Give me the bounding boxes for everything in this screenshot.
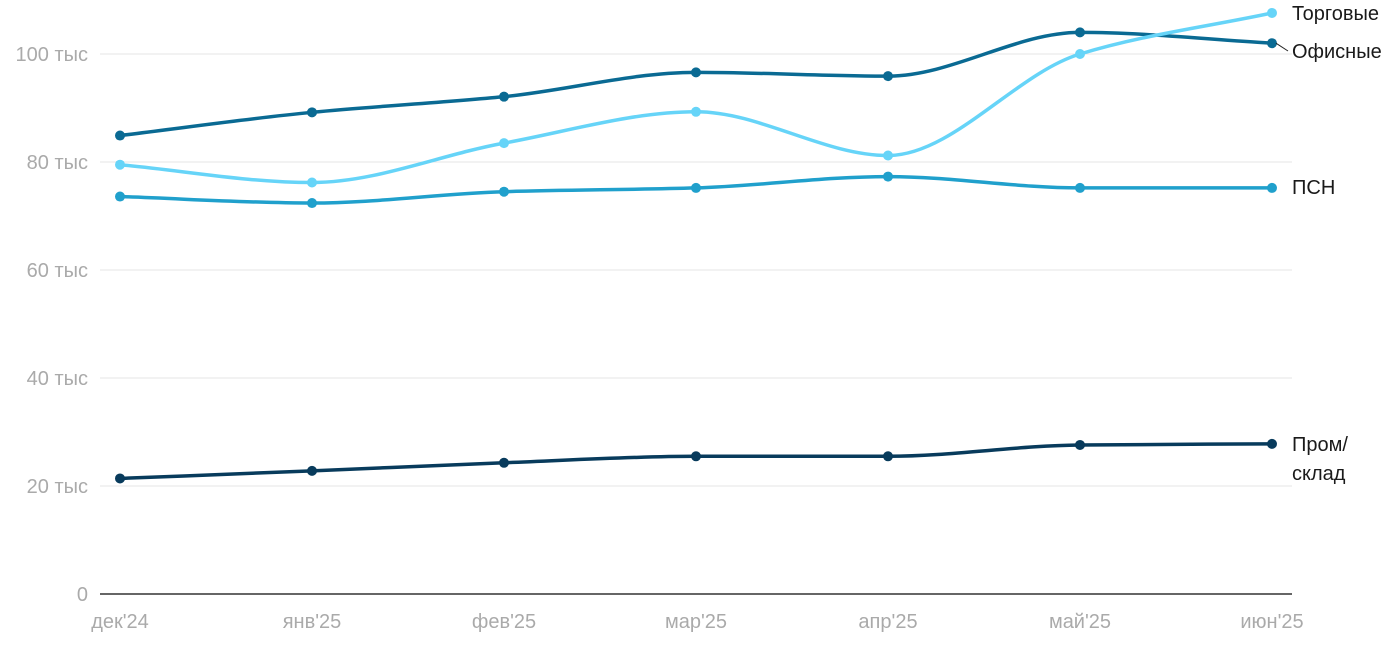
data-point [499,457,509,468]
x-tick-label: мар'25 [665,611,727,633]
x-tick-label: фев'25 [472,611,536,633]
data-point [883,150,893,161]
series-label: Торговые [1292,3,1379,25]
data-point [883,171,893,182]
data-point [691,182,701,193]
data-point [499,138,509,149]
data-point [307,465,317,476]
label-leader-line [1275,42,1289,52]
data-point [307,107,317,118]
data-point [307,198,317,209]
y-tick-label: 40 тыс [27,368,88,390]
data-point [115,191,125,202]
data-point [691,451,701,462]
gridlines [100,53,1292,487]
data-point [115,473,125,484]
data-point [1267,38,1277,49]
series-2 [115,171,1277,209]
series-line [118,11,1274,185]
data-point [115,130,125,141]
series-0 [115,7,1277,188]
data-point [1267,438,1277,449]
x-tick-label: май'25 [1049,611,1111,633]
data-point [691,106,701,117]
y-tick-label: 0 [77,584,88,606]
data-point [1075,49,1085,59]
x-axis-ticks: дек'24 янв'25 фев'25 мар'25 апр'25 май'25 июн'… [91,611,1303,633]
x-tick-label: янв'25 [283,611,342,633]
series-label: Пром/склад [1292,434,1348,485]
data-point [1075,439,1085,450]
series-3 [115,438,1277,484]
data-point [883,451,893,462]
data-point [883,71,893,82]
data-point [307,177,317,188]
data-point [115,159,125,170]
x-tick-label: апр'25 [858,611,917,633]
data-point [499,91,509,102]
series-labels: Торговые Офисные ПСН Пром/склад [1275,3,1382,485]
data-point [1267,7,1277,18]
series-label: ПСН [1292,177,1335,199]
data-point [499,186,509,197]
y-tick-label: 60 тыс [27,260,88,282]
y-tick-label: 20 тыс [27,476,88,498]
data-point [1267,182,1277,193]
x-tick-label: июн'25 [1240,611,1303,633]
series-1 [115,27,1277,141]
x-tick-label: дек'24 [91,611,149,633]
data-point [1075,182,1085,193]
series-label: Офисные [1292,41,1382,63]
y-axis-ticks: 0 20 тыс 40 тыс 60 тыс 80 тыс 100 тыс [16,44,88,606]
y-tick-label: 80 тыс [27,152,88,174]
data-point [691,67,701,78]
data-point [1075,27,1085,38]
y-tick-label: 100 тыс [16,44,88,66]
series-lines [115,7,1277,484]
